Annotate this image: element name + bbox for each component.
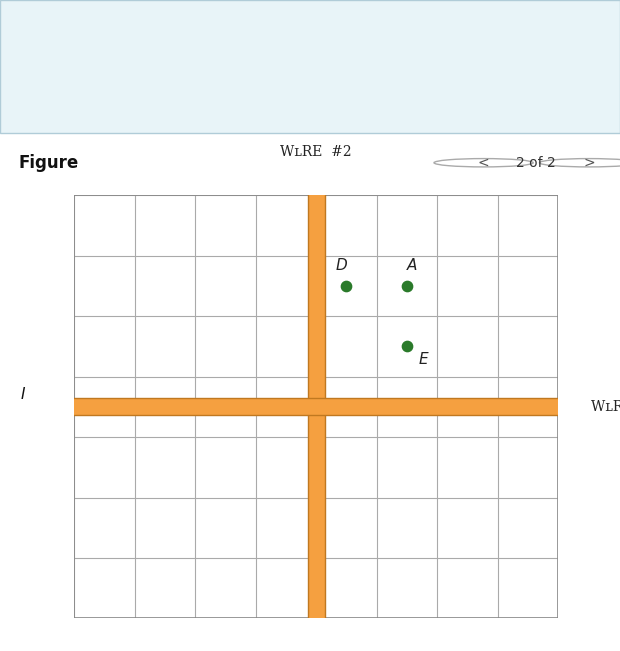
Point: [342, 281, 352, 291]
Text: <: <: [478, 156, 489, 170]
Bar: [2, 398, 620, 415]
Point: [402, 281, 412, 291]
Text: WʟRE  #1: WʟRE #1: [591, 400, 620, 414]
Text: $A$: $A$: [405, 256, 418, 273]
Text: WʟRE  #2: WʟRE #2: [280, 145, 352, 159]
Text: points (A - C).  (Figure 1): points (A - C). (Figure 1): [12, 103, 166, 116]
Text: determine the direction of the net magnetic field $\vec{B}_{\mathrm{net}}$ at ea: determine the direction of the net magne…: [12, 70, 500, 91]
Text: $D$: $D$: [335, 256, 348, 273]
Point: [402, 341, 412, 352]
Text: The same amount of current $I$ is flowing through two wires, labeled 1 and 2 in: The same amount of current $I$ is flowin…: [12, 15, 501, 32]
Bar: [308, 135, 325, 651]
Circle shape: [0, 398, 11, 415]
Text: $I$: $I$: [20, 386, 26, 402]
Circle shape: [539, 159, 620, 167]
Text: $E$: $E$: [418, 352, 430, 367]
Text: >: >: [583, 156, 595, 170]
Text: 2 of 2: 2 of 2: [516, 156, 556, 170]
Circle shape: [434, 159, 533, 167]
Text: the figure, in the directions indicated by the arrows. In this problem you will: the figure, in the directions indicated …: [12, 46, 488, 59]
Circle shape: [308, 126, 325, 143]
Text: Figure: Figure: [19, 154, 79, 172]
